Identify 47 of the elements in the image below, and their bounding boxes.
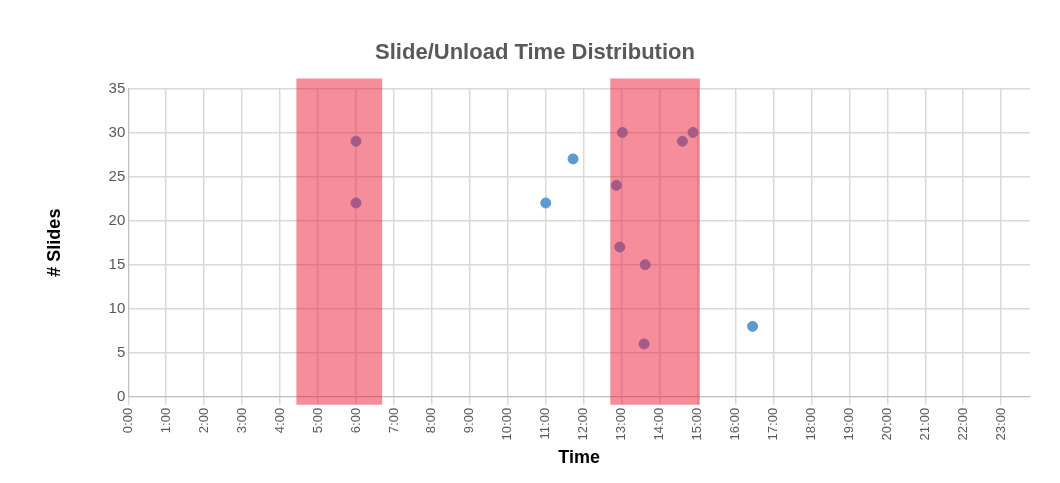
point (350, 197, 362, 209)
point (687, 126, 699, 138)
y-tick-label: 30 (108, 122, 126, 140)
point (614, 241, 626, 253)
x-tick-label: 7:00 (385, 407, 401, 434)
x-tick-label: 16:00 (727, 407, 743, 441)
point (350, 135, 362, 147)
x-tick-label: 6:00 (347, 407, 363, 434)
y-tick-label: 20 (108, 210, 126, 228)
y-tick-label: 35 (108, 78, 126, 96)
y-tick-label: 25 (108, 166, 126, 184)
point (540, 197, 552, 209)
chart-title: Slide/Unload Time Distribution (375, 39, 695, 65)
x-tick-label: 3:00 (233, 407, 249, 434)
point (567, 153, 579, 165)
y-tick-label: 5 (116, 342, 126, 360)
y-axis-title: # Slides (43, 208, 64, 277)
x-tick-label: 12:00 (575, 407, 591, 441)
x-tick-label: 10:00 (499, 407, 515, 441)
x-tick-label: 11:00 (537, 407, 553, 440)
x-tick-label: 0:00 (119, 407, 135, 434)
x-tick-label: 17:00 (765, 407, 781, 441)
x-tick-label: 8:00 (423, 407, 439, 434)
x-tick-label: 1:00 (157, 407, 173, 434)
x-tick-label: 15:00 (689, 407, 705, 441)
x-tick-label: 21:00 (916, 407, 932, 441)
point (676, 135, 688, 147)
x-tick-label: 2:00 (195, 407, 211, 434)
y-tick-label: 15 (108, 254, 126, 272)
x-tick-label: 20:00 (878, 407, 894, 441)
point (638, 338, 650, 350)
x-tick-label: 4:00 (271, 407, 287, 434)
x-axis-title: Time (558, 447, 600, 468)
x-tick-label: 9:00 (461, 407, 477, 434)
point (639, 259, 651, 271)
point (610, 179, 622, 191)
point (616, 126, 628, 138)
y-tick-label: 10 (108, 298, 126, 316)
point (747, 320, 759, 332)
x-tick-label: 23:00 (992, 407, 1008, 441)
x-tick-label: 19:00 (840, 407, 856, 441)
y-tick-label: 0 (116, 387, 126, 405)
x-tick-label: 14:00 (651, 407, 667, 441)
x-tick-label: 22:00 (954, 407, 970, 441)
x-tick-label: 13:00 (613, 407, 629, 441)
x-tick-label: 5:00 (309, 407, 325, 434)
x-tick-label: 18:00 (802, 407, 818, 441)
